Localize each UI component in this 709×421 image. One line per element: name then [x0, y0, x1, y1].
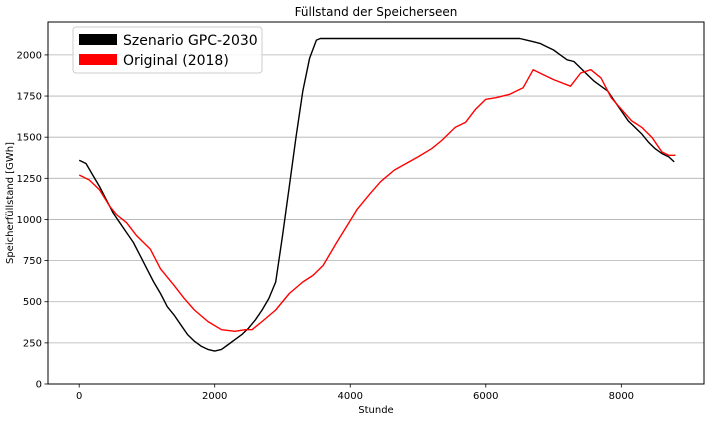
x-tick-label: 2000	[202, 391, 227, 402]
chart-title: Füllstand der Speicherseen	[295, 5, 458, 19]
series-layer	[78, 37, 676, 352]
y-tick-label: 0	[36, 380, 42, 391]
legend-swatch	[79, 34, 117, 45]
legend-swatch	[79, 54, 117, 65]
legend: Szenario GPC-2030 Original (2018)	[72, 26, 263, 74]
series-line-1	[78, 68, 676, 332]
y-tick-label: 2000	[17, 50, 42, 61]
y-axis-label: Speicherfüllstand [GWh]	[5, 142, 16, 264]
y-tick-label: 1000	[17, 215, 42, 226]
x-axis-label: Stunde	[358, 405, 393, 416]
x-tick-label: 4000	[338, 391, 363, 402]
legend-entry: Szenario GPC-2030	[123, 33, 258, 49]
y-tick-label: 500	[23, 297, 42, 308]
series-line-0	[78, 37, 675, 352]
x-tick-label: 0	[76, 391, 82, 402]
plot-frame	[47, 21, 705, 385]
y-tick-label: 750	[23, 256, 42, 267]
y-axis: 0 250 500 750 1000 1250 1500 1750 2000	[17, 50, 48, 391]
x-tick-label: 6000	[473, 391, 498, 402]
y-tick-label: 1750	[17, 92, 42, 103]
y-tick-label: 1500	[17, 133, 42, 144]
y-tick-label: 1250	[17, 174, 42, 185]
x-tick-label: 8000	[609, 391, 634, 402]
legend-entry: Original (2018)	[123, 53, 229, 69]
x-axis: 0 2000 4000 6000 8000	[76, 384, 634, 402]
y-tick-label: 250	[23, 338, 42, 349]
legend-box	[72, 26, 263, 74]
